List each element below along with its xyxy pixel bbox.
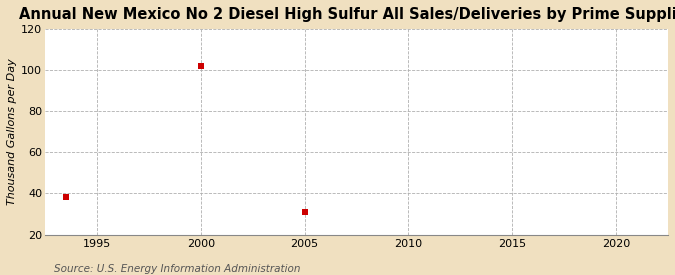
Title: Annual New Mexico No 2 Diesel High Sulfur All Sales/Deliveries by Prime Supplier: Annual New Mexico No 2 Diesel High Sulfu…: [19, 7, 675, 22]
Text: Source: U.S. Energy Information Administration: Source: U.S. Energy Information Administ…: [54, 264, 300, 274]
Y-axis label: Thousand Gallons per Day: Thousand Gallons per Day: [7, 58, 17, 205]
